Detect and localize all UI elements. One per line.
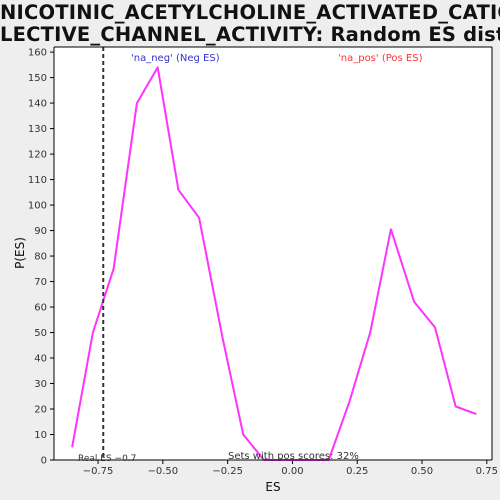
y-tick-label: 30 [34,379,47,390]
neg-es-label: 'na_neg' (Neg ES) [131,53,220,64]
plot-area [54,47,492,460]
y-tick-label: 160 [28,48,47,59]
y-tick-label: 100 [28,201,47,212]
x-tick-label: 0.50 [411,466,433,477]
x-tick-label: 0.25 [346,466,368,477]
y-tick-label: 10 [34,430,47,441]
y-tick-label: 90 [34,226,47,237]
y-tick-label: 0 [41,456,47,467]
y-tick-label: 110 [28,175,47,186]
y-tick-label: 130 [28,124,47,135]
x-tick-label: −0.75 [83,466,114,477]
real-es-label: Real ES −0.7 [78,454,136,464]
chart-title-line-2: LECTIVE_CHANNEL_ACTIVITY: Random ES dist… [0,23,500,46]
axis-ticks: 0 10 20 30 40 50 60 70 80 90 100 110 120 130 140 150 160… [28,48,498,477]
y-tick-label: 20 [34,405,47,416]
y-tick-label: 70 [34,277,47,288]
y-tick-label: 60 [34,303,47,314]
y-tick-label: 140 [28,99,47,110]
y-tick-label: 120 [28,150,47,161]
x-tick-label: −0.25 [212,466,243,477]
x-tick-label: −0.50 [148,466,179,477]
y-axis-label: P(ES) [13,237,27,269]
y-tick-label: 40 [34,354,47,365]
x-tick-label: 0.00 [281,466,303,477]
pos-es-label: 'na_pos' (Pos ES) [338,53,423,64]
chart-title-line-1: NICOTINIC_ACETYLCHOLINE_ACTIVATED_CATION… [0,1,500,24]
x-tick-label: 0.75 [476,466,498,477]
x-axis-label: ES [265,480,280,494]
pos-scores-label: Sets with pos scores: 32% [228,451,359,462]
y-tick-label: 50 [34,328,47,339]
y-tick-label: 150 [28,73,47,84]
y-tick-label: 80 [34,252,47,263]
